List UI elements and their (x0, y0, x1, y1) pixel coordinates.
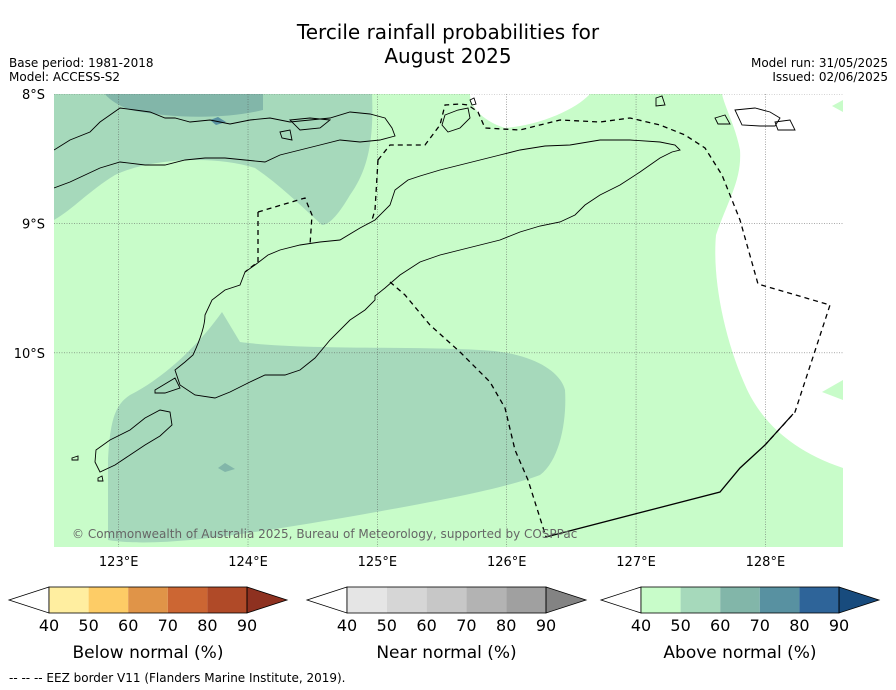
eez-border-solid (545, 413, 794, 538)
region-green-east-wedge (822, 380, 843, 400)
colorbar-segment (466, 587, 507, 613)
colorbar-segment (641, 587, 681, 613)
colorbar-tick-label: 70 (158, 616, 178, 635)
region-above-60-70-dot (218, 463, 235, 472)
lon-tick-label: 126°E (487, 555, 527, 570)
flores-coast (54, 107, 396, 189)
region-above-50-60-south (108, 312, 566, 543)
lon-tick-label: 127°E (616, 555, 656, 570)
colorbar-tick-label: 80 (496, 616, 516, 635)
colorbar-tick-label: 60 (416, 616, 436, 635)
colorbar-segment (386, 587, 427, 613)
lon-tick-label: 128°E (746, 555, 786, 570)
colorbar-segment (426, 587, 467, 613)
colorbar-3: 40 50 60 70 80 90 Above normal (%) (599, 586, 881, 663)
base-period: Base period: 1981-2018 (9, 56, 154, 70)
colorbar-over-extend (545, 586, 588, 614)
copyright-text: © Commonwealth of Australia 2025, Bureau… (72, 527, 577, 541)
colorbar-label: Near normal (%) (376, 643, 516, 663)
lat-tick-label: 10°S (14, 347, 45, 362)
colorbar-tick-label: 70 (750, 616, 770, 635)
model-run: Model run: 31/05/2025 (750, 56, 888, 70)
colorbar-tick-label: 90 (237, 616, 257, 635)
colorbar-segment (720, 587, 760, 613)
colorbar-under-extend (599, 586, 642, 614)
colorbar-tick-label: 40 (337, 616, 357, 635)
wetar-coast (441, 107, 471, 133)
colorbar-tick-label: 70 (456, 616, 476, 635)
colorbar-tick-label: 60 (710, 616, 730, 635)
colorbar-under-extend (7, 586, 50, 614)
colorbar-segment (680, 587, 721, 613)
colorbar-label: Above normal (%) (663, 643, 816, 663)
alor-coast (279, 117, 332, 141)
colorbar-tick-label: 80 (789, 616, 809, 635)
region-green-east-wedge2 (832, 100, 843, 112)
region-above-50-60-north (54, 94, 373, 225)
east-islands (469, 95, 796, 131)
issued-date: Issued: 02/06/2025 (772, 70, 888, 84)
chart-title-line1: Tercile rainfall probabilities for (296, 20, 600, 44)
colorbar-segment (128, 587, 168, 613)
colorbar-tick-label: 90 (829, 616, 849, 635)
colorbar-1: 40 50 60 70 80 90 Below normal (%) (7, 586, 289, 663)
colorbar-segment (506, 587, 546, 613)
lon-tick-label: 124°E (228, 555, 268, 570)
colorbar-tick-label: 80 (197, 616, 217, 635)
colorbar-over-extend (838, 586, 881, 614)
region-white-east (715, 94, 843, 468)
lat-tick-label: 9°S (22, 217, 45, 232)
colorbar-segment (49, 587, 89, 613)
colorbar-segment (207, 587, 247, 613)
colorbar-tick-label: 40 (631, 616, 651, 635)
colorbar-segment (88, 587, 129, 613)
colorbar-tick-label: 50 (78, 616, 98, 635)
colorbar-tick-label: 40 (39, 616, 59, 635)
colorbar-over-extend (246, 586, 289, 614)
eez-border (244, 103, 831, 538)
roti-coast (154, 377, 181, 394)
colorbar-tick-label: 60 (118, 616, 138, 635)
region-white-northeast (470, 94, 590, 128)
colorbar-under-extend (305, 586, 348, 614)
eez-footnote: -- -- -- EEZ border V11 (Flanders Marine… (9, 671, 346, 685)
colorbars: 40 50 60 70 80 90 Below normal (%) 40 50 60 70 80 90… (7, 586, 881, 663)
colorbar-2: 40 50 60 70 80 90 Near normal (%) (305, 586, 588, 663)
colorbar-label: Below normal (%) (73, 643, 224, 663)
colorbar-segment (347, 587, 387, 613)
coastlines (54, 95, 796, 482)
chart-title-line2: August 2025 (384, 44, 512, 68)
lat-tick-label: 8°S (22, 88, 45, 103)
lon-tick-label: 125°E (358, 555, 398, 570)
sumba-coast (94, 409, 173, 473)
model-name: Model: ACCESS-S2 (9, 70, 121, 84)
colorbar-tick-label: 90 (536, 616, 556, 635)
colorbar-segment (759, 587, 800, 613)
colorbar-tick-label: 50 (377, 616, 397, 635)
colorbar-segment (167, 587, 208, 613)
west-islands (71, 455, 104, 482)
colorbar-tick-label: 50 (670, 616, 690, 635)
colorbar-segment (799, 587, 839, 613)
lon-tick-label: 123°E (99, 555, 139, 570)
timor-coast (174, 139, 681, 399)
